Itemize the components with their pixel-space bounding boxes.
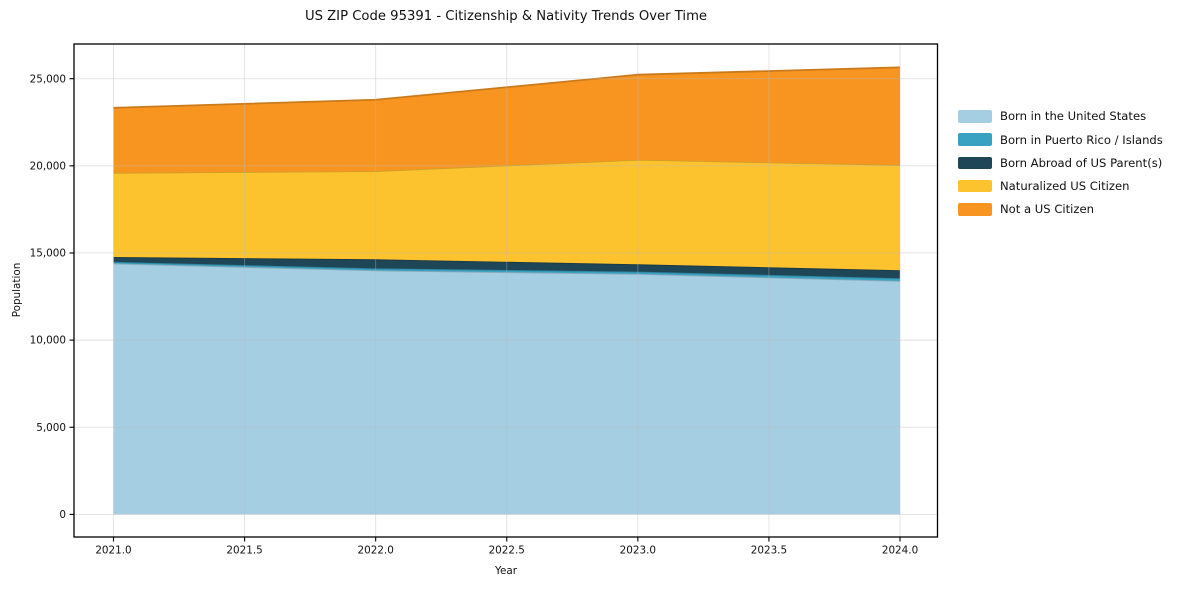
x-tick-label: 2022.0: [357, 545, 393, 557]
gridlines: [74, 44, 938, 537]
legend-swatch: [958, 110, 992, 123]
x-axis-label: Year: [495, 565, 517, 577]
y-tick-label: 0: [59, 509, 66, 521]
y-tick-label: 5,000: [36, 422, 66, 434]
area-series-3: [113, 159, 901, 271]
plot-border: [73, 43, 939, 538]
y-tick-label: 10,000: [30, 335, 66, 347]
legend-label: Naturalized US Citizen: [1000, 179, 1130, 194]
x-tick-label: 2024.0: [882, 545, 918, 557]
x-tick-label: 2021.0: [95, 545, 131, 557]
x-tick-label: 2023.0: [620, 545, 656, 557]
legend-label: Born in the United States: [1000, 109, 1147, 124]
legend-item-4: Not a US Citizen: [958, 202, 1163, 217]
axis-ticks: [69, 78, 901, 542]
legend-label: Not a US Citizen: [1000, 202, 1094, 217]
legend-item-1: Born in Puerto Rico / Islands: [958, 132, 1163, 147]
x-tick-label: 2023.5: [751, 545, 787, 557]
area-series-1: [113, 261, 901, 281]
legend-swatch: [958, 179, 992, 193]
legend-swatch: [958, 203, 992, 216]
legend-item-2: Born Abroad of US Parent(s): [958, 155, 1163, 170]
x-tick-label: 2021.5: [226, 545, 262, 557]
tick-labels: 0 5,000 10,000 15,000 20,000 25,000 2021.0 2021…: [30, 73, 919, 556]
area-series-4: [113, 67, 901, 173]
legend-label: Born Abroad of US Parent(s): [1000, 155, 1163, 170]
y-tick-label: 25,000: [30, 73, 66, 85]
legend-item-0: Born in the United States: [958, 109, 1163, 124]
legend: Born in the United States Born in Puerto …: [958, 109, 1163, 217]
legend-swatch: [958, 156, 992, 170]
area-series-0: [113, 263, 901, 515]
legend-item-3: Naturalized US Citizen: [958, 179, 1163, 194]
chart-title: US ZIP Code 95391 - Citizenship & Nativi…: [304, 9, 708, 24]
y-tick-label: 20,000: [30, 160, 66, 172]
area-series-2: [113, 256, 901, 279]
area-edge-4: [113, 66, 901, 109]
legend-label: Born in Puerto Rico / Islands: [1000, 132, 1163, 147]
x-tick-label: 2022.5: [489, 545, 525, 557]
legend-swatch: [958, 133, 992, 146]
y-tick-label: 15,000: [30, 248, 66, 260]
